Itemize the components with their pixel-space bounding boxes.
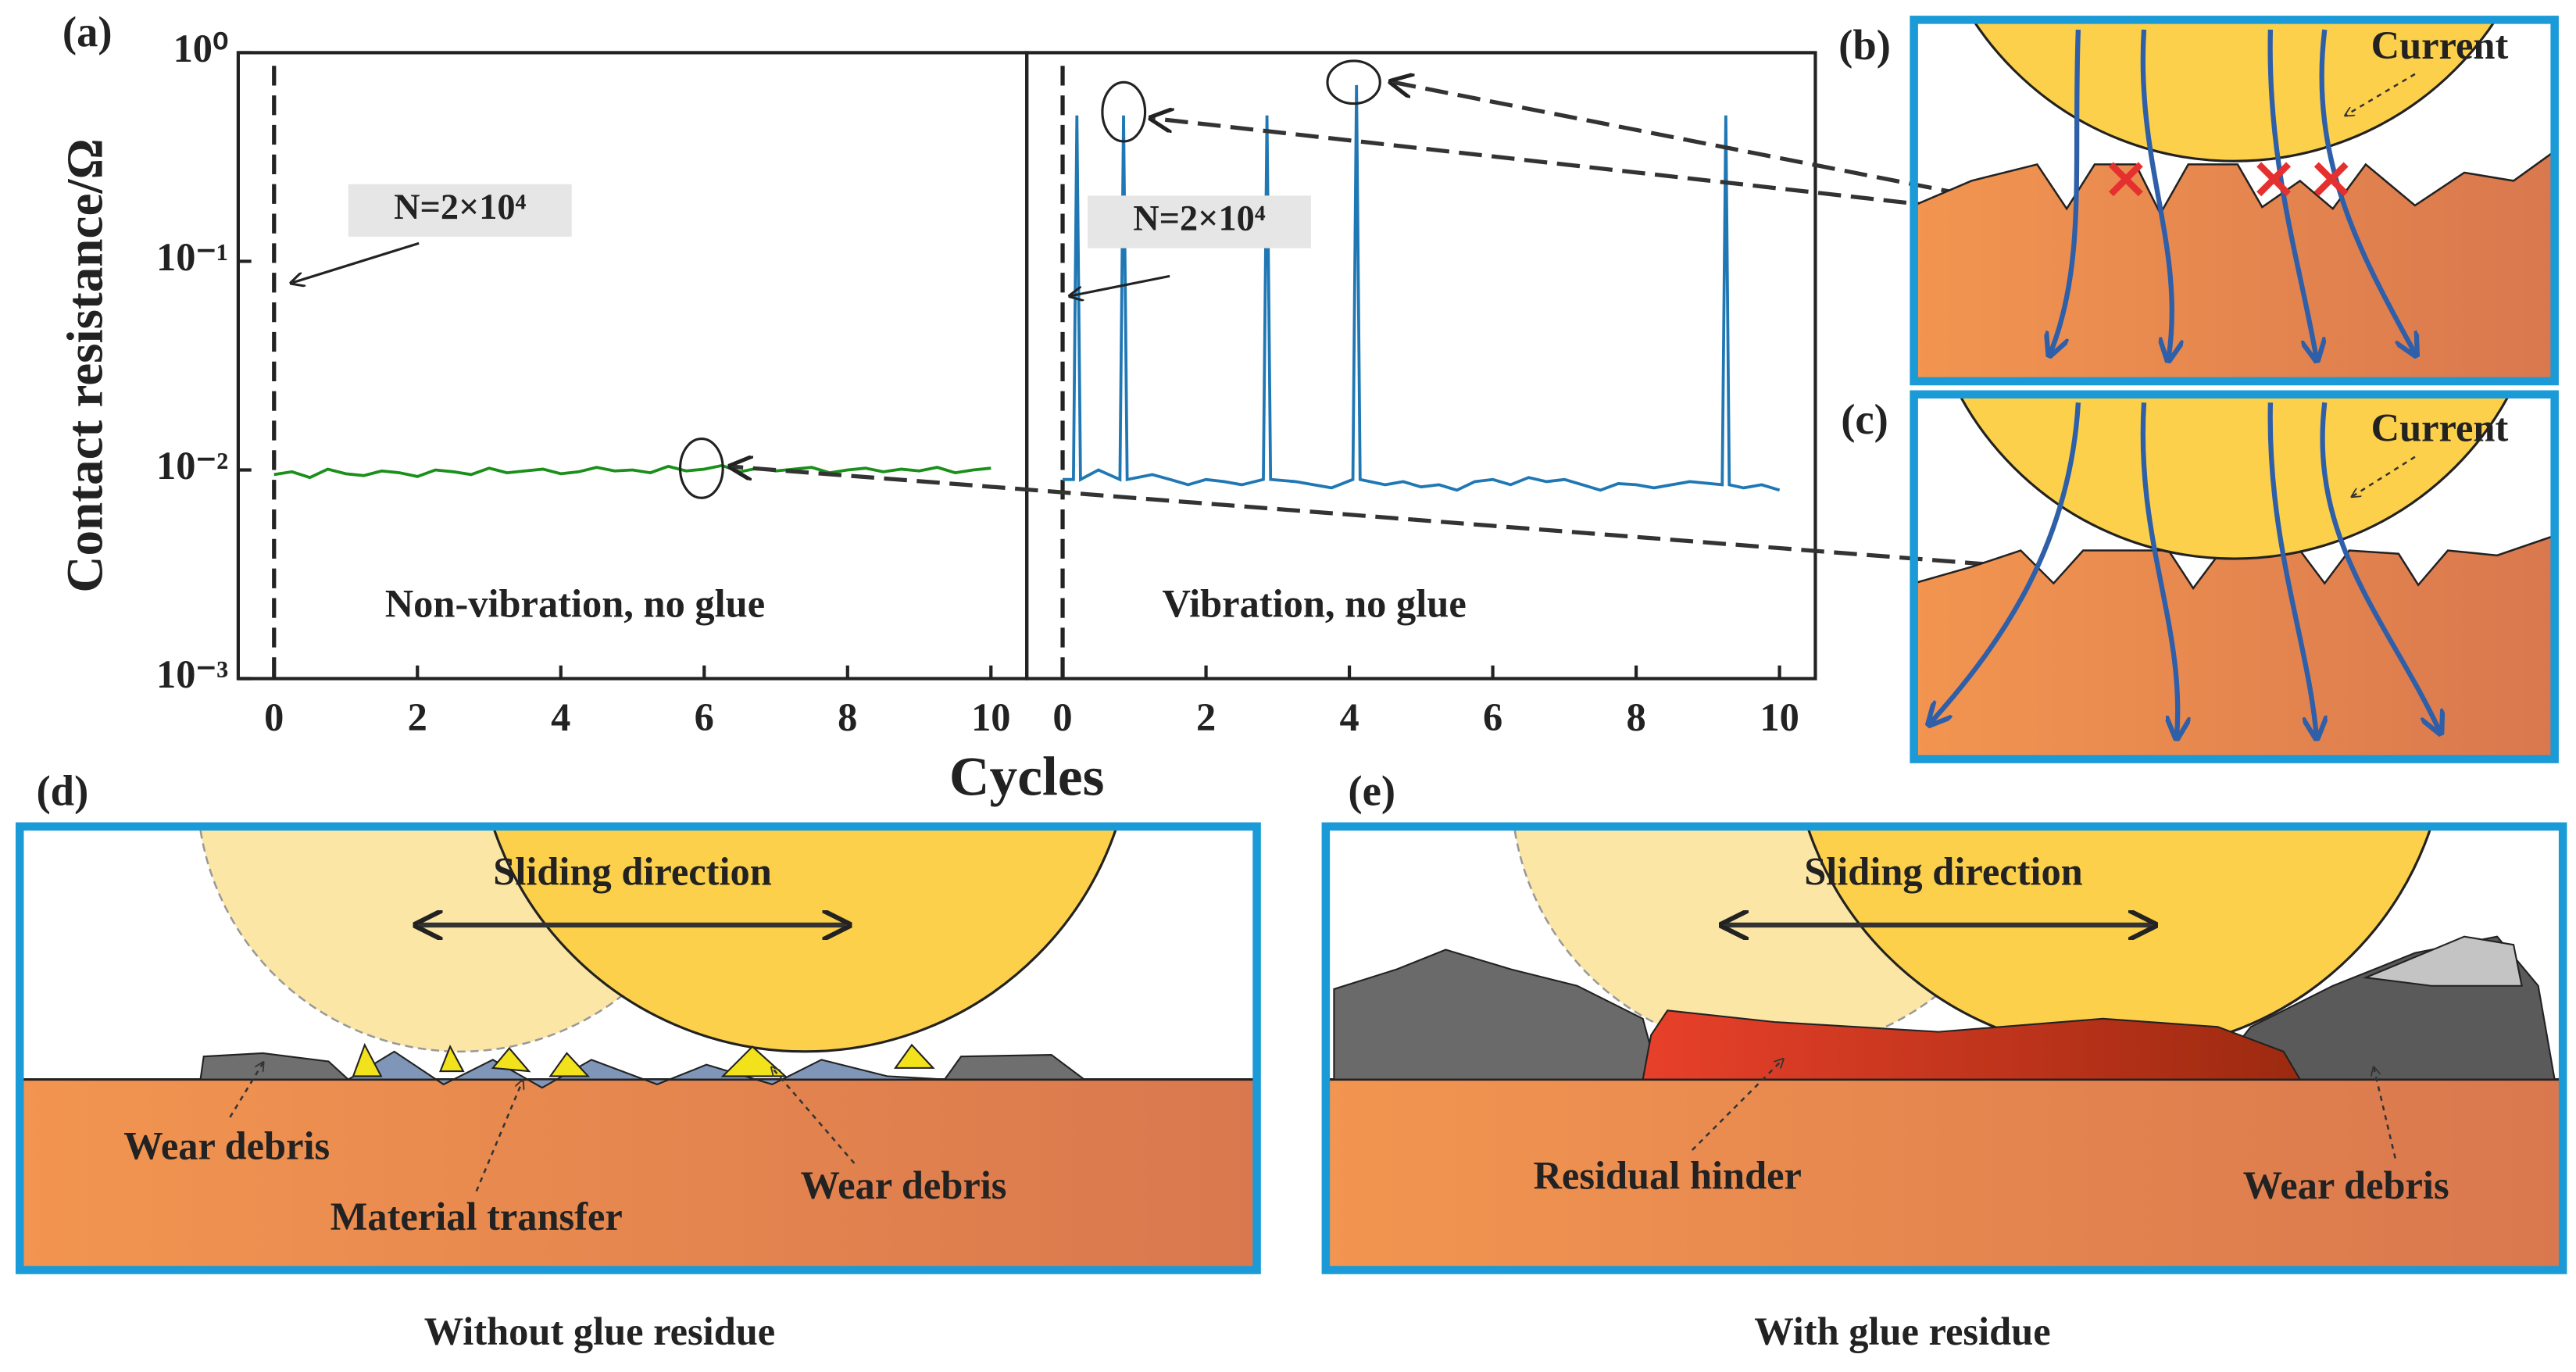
link-arrow xyxy=(733,466,2021,570)
transfer-label: Material transfer xyxy=(330,1195,623,1238)
x-tick-label: 0 xyxy=(1052,695,1072,739)
x-tick-label: 2 xyxy=(408,695,427,739)
x-tick-label: 2 xyxy=(1196,695,1216,739)
label-pointer xyxy=(2346,73,2416,116)
panel-frame xyxy=(1910,390,2559,763)
current-arrow xyxy=(2267,29,2317,359)
label-pointer xyxy=(475,1081,523,1192)
substrate xyxy=(1325,1079,2563,1270)
annotation-arrow xyxy=(1071,274,1170,295)
current-arrow xyxy=(2319,29,2415,353)
glue-residue xyxy=(1642,1009,2302,1081)
annotation: N=2×10⁴ xyxy=(394,188,526,227)
panel-frame xyxy=(1910,16,2559,386)
panel-text: Vibration, no glue xyxy=(1163,582,1467,626)
blocked-mark xyxy=(2108,162,2349,197)
x-axis-label: Cycles xyxy=(949,745,1105,807)
annotation-bg xyxy=(348,184,572,237)
y-tick-label: 10⁰ xyxy=(173,27,229,70)
panel-label: (b) xyxy=(1838,21,1891,69)
x-tick-label: 6 xyxy=(1483,695,1502,739)
ball xyxy=(1971,20,2497,163)
panel-frame xyxy=(1321,822,2567,1274)
sliding-label: Sliding direction xyxy=(493,849,772,893)
transfer-layer xyxy=(345,1050,945,1089)
debris-label: Wear debris xyxy=(2243,1163,2449,1207)
x-tick-label: 8 xyxy=(1626,695,1645,739)
current-arrow xyxy=(2267,402,2317,736)
label-pointer xyxy=(1691,1059,1783,1151)
wear-debris xyxy=(199,1052,1087,1081)
current-arrow xyxy=(2320,402,2440,731)
label-pointer xyxy=(772,1068,856,1164)
link-arrow xyxy=(1393,82,1997,203)
wear-debris xyxy=(2362,935,2523,987)
plot-frame xyxy=(1025,51,1817,681)
y-tick-label: 10⁻² xyxy=(156,444,228,488)
substrate xyxy=(1913,534,2555,759)
sliding-label: Sliding direction xyxy=(1804,849,2083,893)
caption: With glue residue xyxy=(1754,1309,2050,1353)
chart-layer: 10⁻³ 10⁻² 10⁻¹ 10⁰ 0 2 4 6 8 10 N=2×10⁴ Non-vibrati… xyxy=(58,27,1817,807)
substrate xyxy=(1913,150,2555,381)
panel-frame xyxy=(15,822,1261,1274)
annotation-bg xyxy=(1087,195,1311,248)
ball xyxy=(491,826,1119,1053)
panel-label: (d) xyxy=(36,766,88,814)
current-label: Current xyxy=(2371,23,2509,67)
x-tick-label: 4 xyxy=(551,695,570,739)
panel-label: (e) xyxy=(1348,766,1395,814)
x-tick-label: 0 xyxy=(264,695,284,739)
y-tick-label: 10⁻¹ xyxy=(156,235,228,279)
current-arrow xyxy=(1931,402,2081,723)
highlight-ellipse xyxy=(1326,59,1381,105)
x-tick-label: 10 xyxy=(1760,695,1799,739)
x-tick-label: 10 xyxy=(971,695,1010,739)
x-tick-label: 8 xyxy=(838,695,857,739)
panel-label: (c) xyxy=(1841,395,1888,443)
debris-label: Wear debris xyxy=(800,1163,1006,1207)
debris-particle xyxy=(352,1042,935,1077)
panel-text: Non-vibration, no glue xyxy=(385,582,765,626)
diagram-c xyxy=(1913,394,2555,759)
diagram-d xyxy=(20,826,1257,1270)
highlight-ellipse xyxy=(678,437,724,499)
ball xyxy=(1958,394,2511,560)
caption: Without glue residue xyxy=(424,1309,775,1353)
x-tick-label: 4 xyxy=(1339,695,1359,739)
current-arrow xyxy=(2140,402,2178,736)
annotation: N=2×10⁴ xyxy=(1133,199,1265,239)
current-label: Current xyxy=(2371,406,2509,450)
current-arrow xyxy=(2050,29,2081,353)
annotation-arrow xyxy=(292,241,420,282)
panel-label: (a) xyxy=(63,8,113,55)
residue-label: Residual hinder xyxy=(1533,1153,1801,1197)
y-axis-label: Contact resistance/Ω xyxy=(58,138,114,592)
substrate xyxy=(20,1079,1257,1270)
label-pointer xyxy=(229,1063,263,1118)
diagram-e xyxy=(1325,826,2563,1270)
y-tick-label: 10⁻³ xyxy=(156,652,228,696)
data-line xyxy=(1063,84,1781,492)
diagram-b xyxy=(1913,20,2555,381)
current-arrow xyxy=(2140,29,2172,359)
link-arrow xyxy=(1153,119,2005,216)
label-pointer xyxy=(2353,456,2416,496)
debris-label: Wear debris xyxy=(123,1124,330,1168)
x-tick-label: 6 xyxy=(695,695,714,739)
highlight-ellipse xyxy=(1101,80,1147,143)
data-line xyxy=(273,463,991,480)
